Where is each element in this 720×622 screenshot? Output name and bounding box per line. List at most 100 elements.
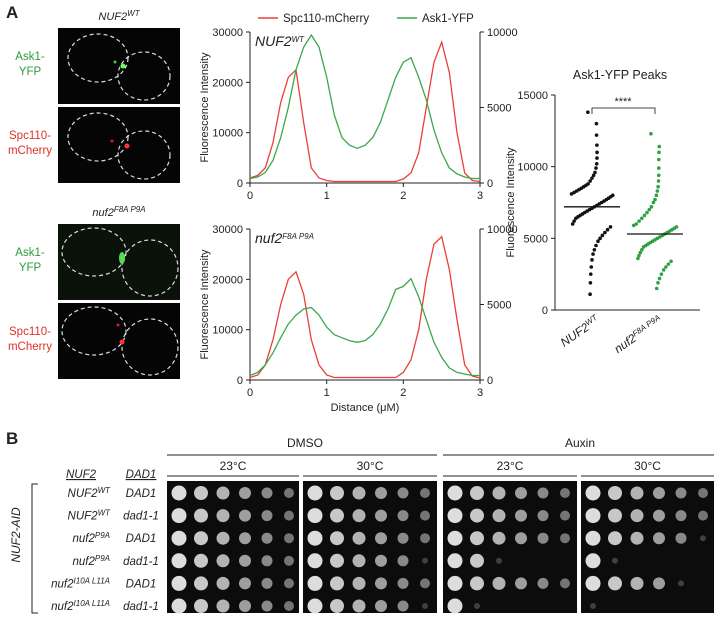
yeast-spot: [284, 533, 294, 544]
data-point: [657, 166, 661, 170]
allele-label: dad1-1: [123, 511, 159, 523]
data-point: [655, 189, 660, 193]
yeast-spot: [515, 577, 527, 590]
legend-label: Ask1-YFP: [422, 13, 474, 25]
data-line: [249, 39, 481, 183]
yeast-spot: [261, 555, 273, 567]
annotation-sup: WT: [292, 35, 306, 44]
x-tick-label: 2: [400, 387, 406, 399]
yeast-spot: [560, 488, 570, 498]
yeast-spot: [496, 557, 502, 564]
x-tick-label: 3: [477, 387, 483, 399]
x-tick-label-sup: WT: [584, 312, 600, 327]
y-tick-label: 5000: [524, 233, 548, 245]
yeast-spot: [590, 603, 596, 609]
treatment-label: DMSO: [287, 436, 323, 450]
yeast-spot: [653, 532, 665, 545]
yeast-spot: [608, 531, 622, 546]
data-point: [572, 219, 576, 223]
yeast-spot: [585, 485, 601, 501]
strain-label-sup: I10A L11A: [74, 576, 110, 585]
yeast-spot: [537, 532, 549, 544]
data-point: [600, 233, 605, 238]
strain-label: nuf2P9A: [72, 554, 110, 568]
data-point: [595, 150, 599, 155]
strain-label-base: NUF2: [68, 511, 99, 523]
data-point: [588, 280, 593, 285]
yeast-spot: [239, 487, 251, 499]
yeast-spot: [630, 486, 644, 500]
y-tick-label: 10000: [212, 128, 243, 140]
yeast-spot: [537, 487, 549, 499]
data-point: [640, 216, 644, 221]
yeast-spot: [492, 531, 506, 545]
yeast-spot: [307, 485, 323, 501]
data-point: [661, 268, 666, 272]
yeast-spot: [447, 598, 463, 614]
data-line: [249, 33, 480, 180]
yeast-spot: [420, 510, 430, 521]
strain-label: nuf2I10A L11A: [51, 576, 110, 590]
yeast-spot: [284, 510, 294, 521]
yeast-spot: [194, 553, 208, 568]
data-point: [656, 179, 661, 183]
yeast-spot: [352, 509, 366, 523]
yeast-spot: [675, 532, 687, 544]
yeast-spot: [447, 530, 463, 546]
yeast-spot: [612, 557, 618, 564]
yeast-spot: [171, 553, 187, 569]
temperature-label: 23°C: [497, 459, 524, 473]
data-point: [594, 243, 598, 248]
data-point: [637, 253, 641, 258]
data-point: [588, 272, 593, 276]
yeast-spot: [698, 488, 708, 498]
data-point: [603, 230, 607, 235]
yeast-spot: [330, 508, 344, 523]
yeast-spot: [470, 486, 484, 500]
yeast-spot: [375, 487, 387, 499]
yeast-spot: [397, 532, 409, 544]
data-point: [592, 248, 597, 252]
strain-label: nuf2I10A L11A: [51, 599, 110, 613]
group-bracket: [31, 483, 38, 614]
yeast-spot: [585, 575, 601, 591]
yeast-spot: [352, 486, 366, 500]
yeast-spot: [194, 486, 208, 500]
data-point: [659, 272, 664, 276]
y-tick-label: 30000: [212, 27, 243, 39]
data-point: [598, 236, 602, 241]
data-point: [657, 157, 661, 162]
image-title-base: NUF2: [98, 11, 127, 23]
yeast-spot: [608, 576, 622, 591]
yeast-spot: [307, 508, 323, 524]
data-point: [637, 219, 641, 223]
yeast-spot: [216, 486, 230, 500]
yeast-spot: [675, 487, 687, 499]
strain-label-sup: I10A L11A: [74, 599, 110, 608]
data-point: [594, 121, 599, 126]
chart-title: Ask1-YFP Peaks: [573, 68, 667, 82]
yeast-spot: [330, 531, 344, 546]
annotation: nuf2F8A P9A: [255, 230, 314, 246]
data-point: [590, 176, 594, 180]
yeast-spot: [239, 554, 251, 567]
image-title: NUF2WT: [98, 9, 140, 23]
yeast-spot: [492, 576, 506, 590]
yeast-spot: [630, 509, 644, 523]
yeast-spot: [171, 598, 187, 614]
yeast-spot: [397, 577, 409, 589]
yeast-spot: [447, 485, 463, 501]
channel-label: mCherry: [8, 145, 52, 157]
yeast-spot: [608, 486, 622, 500]
strain-label: nuf2P9A: [72, 531, 110, 545]
yeast-spot: [307, 530, 323, 546]
yeast-spot: [216, 554, 230, 568]
yeast-spot: [261, 532, 273, 544]
yeast-spot: [492, 486, 506, 500]
strain-label-base: NUF2: [68, 488, 99, 500]
yeast-spot: [307, 575, 323, 591]
image-title-base: nuf2: [92, 207, 113, 219]
annotation-base: nuf2: [255, 230, 282, 246]
yeast-spot: [397, 487, 409, 499]
